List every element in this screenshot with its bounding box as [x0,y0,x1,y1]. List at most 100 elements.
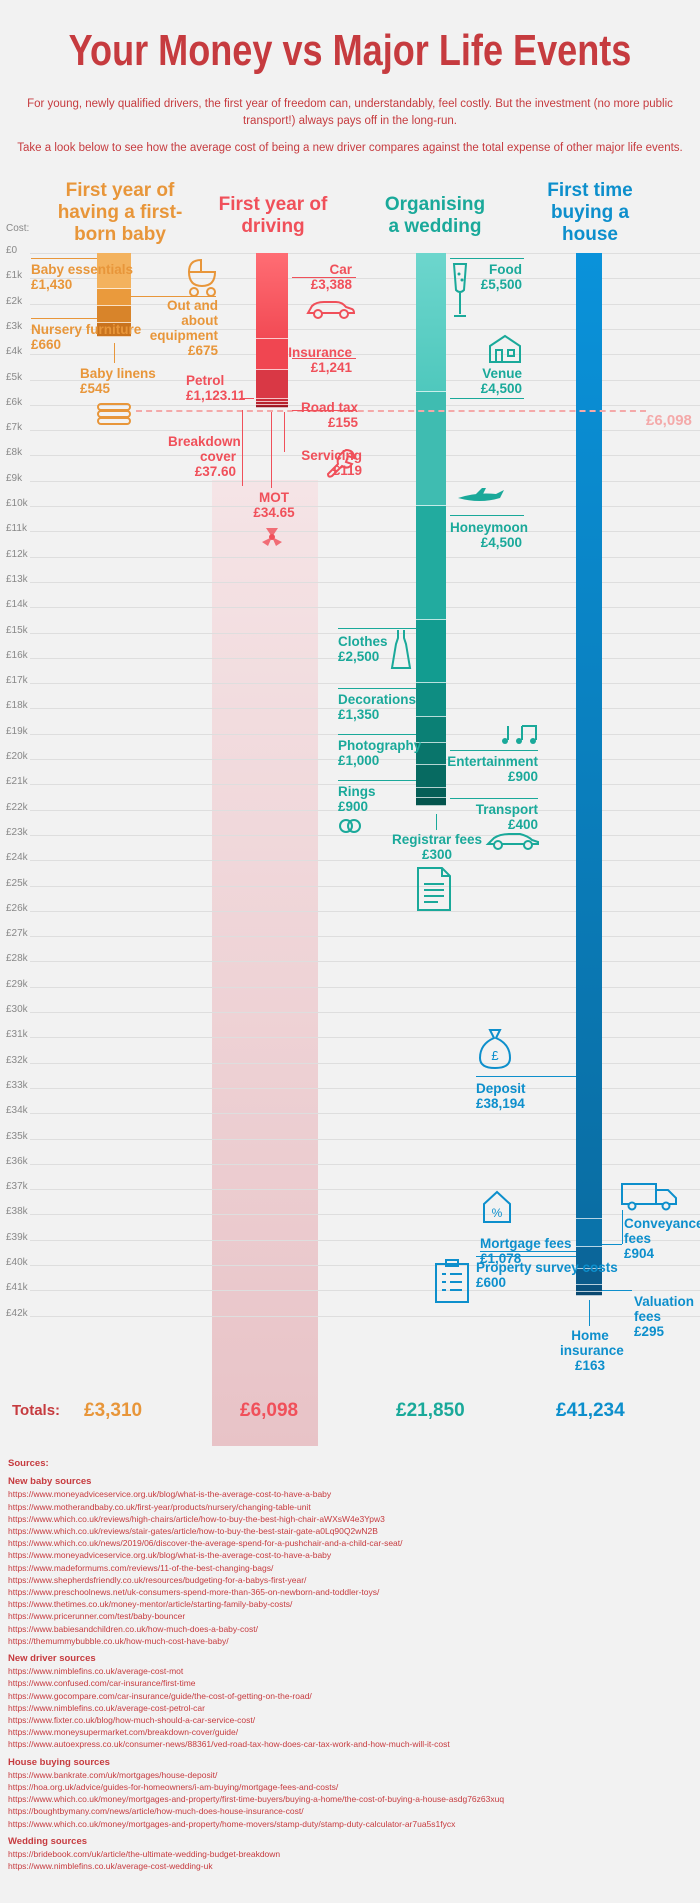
y-tick-label: £40k [6,1257,28,1268]
label-mortgage-fees: Mortgage fees £1,078 [480,1236,572,1266]
gridline [30,1290,700,1292]
gridline [30,253,700,254]
money-bag-icon: £ [478,1029,512,1070]
source-link[interactable]: https://www.babiesandchildren.co.uk/how-… [8,1623,258,1634]
source-link[interactable]: https://hoa.org.uk/advice/guides-for-hom… [8,1782,339,1793]
bar-baby-segment [97,306,131,323]
leader-road-tax [292,410,356,411]
bar-wedding-segment [416,788,446,799]
gridline [30,632,700,634]
source-link[interactable]: https://themummybubble.co.uk/how-much-co… [8,1635,229,1646]
bar-wedding-segment [416,798,446,806]
y-tick-label: £14k [6,599,28,611]
source-link[interactable]: https://www.moneyadviceservice.org.uk/bl… [8,1489,332,1500]
source-link[interactable]: https://www.madeformums.com/reviews/11-o… [8,1562,274,1573]
source-link[interactable]: https://www.preschoolnews.net/uk-consume… [8,1587,380,1598]
y-tick-label: £23k [6,826,28,838]
gridline [30,1062,700,1064]
gridline [30,910,700,912]
leader-transport [450,798,538,799]
bar-driving-segment [256,398,288,403]
source-link[interactable]: https://bridebook.com/uk/article/the-ult… [8,1849,281,1860]
source-link[interactable]: https://www.gocompare.com/car-insurance/… [8,1690,312,1701]
source-link[interactable]: https://boughtbymany.com/news/article/ho… [8,1806,304,1817]
source-link[interactable]: https://www.nimblefins.co.uk/average-cos… [8,1702,205,1713]
bar-driving-segment [256,370,288,399]
source-link[interactable]: https://www.which.co.uk/money/mortgages-… [8,1818,456,1829]
source-link[interactable]: https://www.which.co.uk/reviews/stair-ga… [8,1526,378,1537]
source-link[interactable]: https://www.motherandbaby.co.uk/first-ye… [8,1501,311,1512]
mortgage-house-icon: % [483,1190,511,1223]
source-link[interactable]: https://www.pricerunner.com/test/baby-bo… [8,1611,186,1622]
gridline [30,885,700,887]
bar-wedding-segment [416,683,446,718]
gridline [30,556,700,558]
y-tick-label: £36k [6,1155,28,1167]
truck-icon [621,1183,677,1211]
leader-baby-essentials [31,258,97,259]
label-venue: Venue £4,500 [480,366,522,396]
source-link[interactable]: https://www.shepherdsfriendly.co.uk/reso… [8,1574,307,1585]
source-link[interactable]: https://www.confused.com/car-insurance/f… [8,1678,196,1689]
gridline [30,607,700,609]
rings-icon [339,819,361,833]
y-tick-label: £28k [6,953,28,965]
source-link[interactable]: https://www.bankrate.com/uk/mortgages/ho… [8,1769,218,1780]
source-link[interactable]: https://www.fixter.co.uk/blog/how-much-s… [8,1715,256,1726]
bar-baby-segment [97,289,131,307]
y-tick-label: £0 [6,245,18,256]
y-tick-label: £38k [6,1206,28,1218]
bar-driving-segment [256,406,288,409]
bar-driving-segment [256,338,288,371]
gridline [30,455,700,457]
leader-food [450,258,524,259]
source-link[interactable]: https://www.which.co.uk/reviews/high-cha… [8,1513,385,1524]
venue-icon [489,334,521,363]
y-tick-label: £18k [6,700,28,712]
bar-driving-segment [256,253,288,339]
y-tick-label: £42k [6,1307,28,1319]
label-decorations: Decorations £1,350 [338,692,417,722]
car-icon [306,301,356,319]
gridline [30,328,700,330]
source-link[interactable]: https://www.which.co.uk/news/2019/06/dis… [8,1538,403,1549]
gridline [30,1163,700,1165]
dress-icon [390,630,412,669]
y-tick-label: £24k [6,852,28,864]
source-link[interactable]: https://www.nimblefins.co.uk/average-cos… [8,1666,184,1677]
y-tick-label: £17k [6,675,28,687]
label-rings: Rings £900 [338,784,376,814]
y-tick-label: £8k [6,447,23,459]
gridline [30,683,700,685]
label-photography: Photography £1,000 [338,738,422,768]
intro-text-2: Take a look below to see how the average… [17,142,683,154]
gridline [30,759,700,760]
label-petrol: Petrol £1,123.11 [186,373,246,403]
page-title: Your Money vs Major Life Events [68,26,632,75]
source-link[interactable]: https://www.moneysupermarket.com/breakdo… [8,1727,239,1738]
header-baby: First year of having a first-born baby [57,180,183,245]
source-link[interactable]: https://www.autoexpress.co.uk/consumer-n… [8,1739,450,1750]
source-link[interactable]: https://www.moneyadviceservice.org.uk/bl… [8,1550,332,1561]
leader-deposit [476,1076,576,1077]
leader-survey [476,1256,576,1257]
label-road-tax: Road tax £155 [300,400,358,430]
sources-section: Sources: New baby sources https://www.mon… [8,1458,698,1873]
bar-wedding-segment [416,717,446,743]
y-tick-label: £20k [6,751,28,762]
leader-registrar [436,814,437,830]
bar-wedding-segment [416,765,446,789]
gridline [30,1315,700,1317]
source-link[interactable]: https://www.nimblefins.co.uk/average-cos… [8,1861,213,1872]
y-tick-label: £5k [6,371,23,383]
y-tick-label: £34k [6,1105,28,1117]
source-link[interactable]: https://www.thetimes.co.uk/money-mentor/… [8,1599,293,1610]
label-transport: Transport £400 [475,802,538,832]
source-link[interactable]: https://www.which.co.uk/money/mortgages-… [8,1794,505,1805]
y-tick-label: £29k [6,978,28,990]
label-clothes: Clothes £2,500 [338,634,388,664]
bar-driving-segment [256,402,288,406]
leader-decorations [338,688,416,689]
total-house: £41,234 [556,1400,625,1421]
y-tick-label: £6k [6,396,23,408]
